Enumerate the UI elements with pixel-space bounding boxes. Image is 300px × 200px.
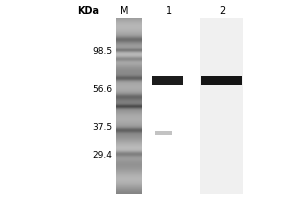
Text: 29.4: 29.4 xyxy=(93,151,112,160)
Bar xyxy=(150,18,184,194)
Text: 2: 2 xyxy=(219,6,225,16)
Bar xyxy=(154,131,172,135)
Text: 98.5: 98.5 xyxy=(92,46,112,55)
Text: 56.6: 56.6 xyxy=(92,85,112,94)
Bar xyxy=(201,76,242,85)
Text: KDa: KDa xyxy=(77,6,100,16)
Text: M: M xyxy=(120,6,129,16)
Bar xyxy=(152,76,183,85)
Text: 37.5: 37.5 xyxy=(92,122,112,132)
Bar xyxy=(200,18,243,194)
Text: 1: 1 xyxy=(167,6,172,16)
